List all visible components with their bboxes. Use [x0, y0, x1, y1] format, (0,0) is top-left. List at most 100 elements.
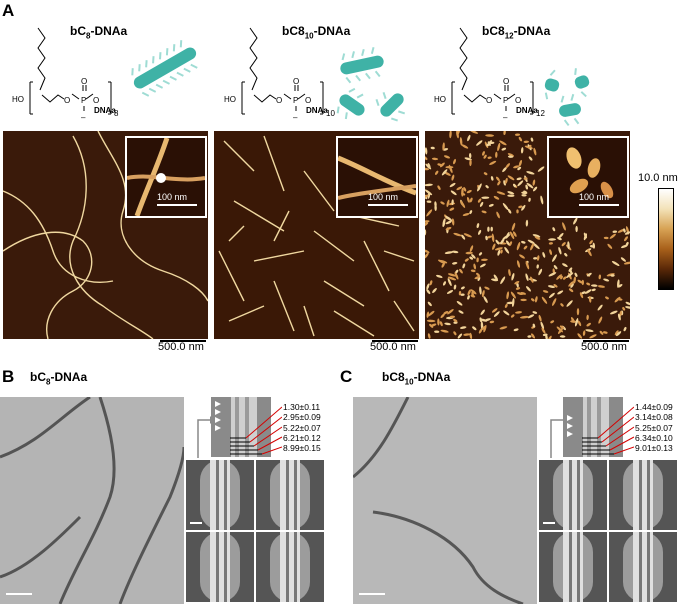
afm-particle: [523, 140, 529, 144]
afm-particle: [534, 296, 538, 303]
afm-particle: [460, 286, 465, 290]
afm-particle: [591, 288, 596, 292]
svg-text:DNAa: DNAa: [516, 106, 538, 115]
afm-particle: [517, 166, 522, 171]
afm-particle: [518, 159, 523, 167]
afm-particle: [443, 155, 451, 159]
class-average-b-2: [256, 460, 324, 530]
afm-particle: [440, 201, 445, 205]
afm-particle: [499, 140, 507, 146]
afm-particle: [523, 177, 528, 180]
molecule-title-bc12: bC812-DNAa: [482, 24, 551, 41]
afm-particle: [505, 163, 510, 169]
measurement-value: 3.14±0.08: [635, 412, 673, 423]
afm-particle: [459, 326, 467, 329]
afm-particle: [603, 278, 610, 282]
svg-text:P: P: [81, 96, 86, 105]
afm-particle: [477, 183, 482, 192]
afm-particle: [575, 225, 578, 233]
afm-particle: [550, 320, 555, 324]
afm-particle: [459, 137, 463, 146]
afm-particle: [474, 276, 481, 280]
afm-particle: [476, 223, 480, 229]
afm-particle: [497, 180, 501, 186]
afm-scalebar-3: [583, 340, 629, 342]
afm-particle: [446, 290, 454, 294]
afm-scale-label-3: 500.0 nm: [581, 341, 627, 353]
afm-particle: [426, 200, 432, 203]
afm-particles: [425, 131, 630, 339]
afm-image-bc8-10: 100 nm: [214, 131, 419, 339]
afm-particle: [479, 201, 484, 207]
afm-particle: [426, 209, 433, 217]
afm-particle: [605, 296, 609, 300]
afm-particle: [491, 278, 499, 282]
afm-particle: [504, 177, 508, 184]
afm-inset-bc8: 100 nm: [125, 136, 207, 218]
measurement-arrows-b: [230, 406, 282, 455]
afm-particle: [457, 333, 463, 339]
afm-particle: [482, 151, 485, 156]
measurement-value: 6.34±0.10: [635, 432, 673, 443]
profile-image: [567, 397, 609, 457]
afm-particle: [525, 219, 529, 227]
afm-particle: [439, 162, 445, 168]
afm-particle: [451, 218, 455, 226]
afm-particle: [467, 134, 471, 142]
afm-particle: [512, 231, 517, 237]
afm-particle: [441, 169, 448, 176]
afm-particle: [609, 310, 618, 315]
afm-particle: [462, 263, 466, 269]
class-scalebar-b: [190, 522, 202, 524]
afm-particle: [521, 191, 528, 195]
afm-particle: [477, 198, 482, 203]
measurement-value: 2.95±0.09: [283, 412, 321, 423]
afm-particle: [532, 323, 536, 328]
afm-particle: [507, 194, 515, 197]
afm-particle: [528, 144, 532, 149]
afm-particle: [483, 296, 488, 303]
afm-particle: [514, 280, 520, 285]
svg-text:O: O: [305, 96, 311, 105]
afm-particle: [549, 249, 553, 256]
afm-particle: [448, 164, 453, 174]
afm-particle: [451, 199, 454, 206]
afm-particle: [468, 153, 472, 159]
afm-particle: [574, 318, 579, 327]
afm-particle: [476, 272, 480, 277]
afm-particle: [469, 131, 479, 134]
afm-particle: [513, 165, 520, 169]
afm-particle: [447, 273, 456, 277]
afm-particle: [463, 333, 471, 336]
afm-particle: [437, 163, 442, 166]
afm-particle: [453, 232, 462, 237]
svg-text:O: O: [93, 96, 99, 105]
afm-particle: [456, 131, 459, 139]
afm-particle: [487, 139, 492, 147]
afm-particle: [532, 179, 536, 186]
afm-particle: [451, 174, 455, 181]
svg-text:DNAa: DNAa: [306, 106, 328, 115]
svg-text:O: O: [486, 96, 492, 105]
afm-particle: [481, 196, 490, 199]
afm-particle: [467, 295, 470, 300]
afm-particle: [490, 226, 493, 232]
afm-particle: [480, 318, 488, 322]
measurement-list-c: 1.44±0.09 3.14±0.08 5.25±0.07 6.34±0.10 …: [635, 402, 673, 453]
afm-particle: [447, 309, 454, 315]
afm-particle: [500, 238, 505, 245]
afm-particle: [426, 311, 430, 318]
afm-particle: [479, 263, 486, 268]
afm-inset-bc8-10: 100 nm: [336, 136, 418, 218]
afm-particle: [574, 272, 578, 277]
afm-particle: [559, 335, 566, 338]
afm-particle: [530, 276, 534, 283]
afm-particle: [437, 318, 440, 326]
afm-particle: [609, 233, 616, 239]
afm-particle: [493, 311, 500, 317]
afm-particle: [471, 254, 476, 259]
afm-particle: [612, 230, 618, 233]
afm-particle: [624, 236, 628, 242]
afm-particle: [469, 159, 472, 167]
afm-particle: [487, 156, 492, 159]
